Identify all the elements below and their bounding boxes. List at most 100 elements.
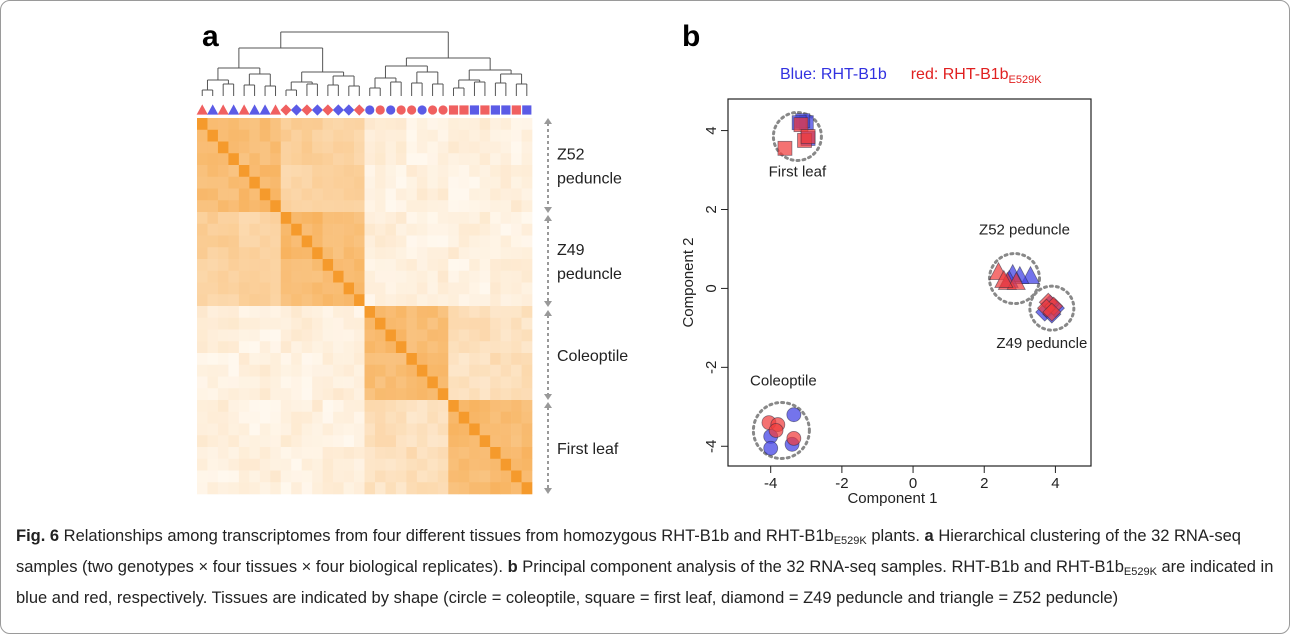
heatmap-cell [312,400,323,413]
heatmap-cell [270,400,282,413]
heatmap-cell [437,353,449,366]
heatmap-cell [333,212,344,225]
heatmap-cell [312,259,323,272]
heatmap-cell [322,141,334,154]
heatmap-cell [511,129,522,142]
heatmap-cell [479,282,491,295]
heatmap-cell [385,141,397,154]
heatmap-cell [291,188,302,201]
heatmap-cell [354,118,365,131]
heatmap-cell [490,435,501,448]
tip-triangle [228,104,240,115]
heatmap-cell [500,306,512,319]
group-label: peduncle [557,266,622,283]
heatmap-cell [479,153,491,166]
heatmap-cell [207,400,219,413]
heatmap-cell [343,270,355,283]
caption-text-3: Hierarchical clustering of the 32 RNA-se… [16,527,1241,576]
heatmap-cell [374,282,386,295]
heatmap-cell [374,482,386,495]
heatmap-cell [374,294,386,307]
heatmap-cell [197,411,208,424]
heatmap-cell [395,165,407,178]
heatmap-cell [437,153,449,166]
heatmap-cell [197,118,208,131]
heatmap-cell [521,482,533,495]
heatmap-cell [500,153,512,166]
heatmap-cell [301,317,313,330]
heatmap-cell [249,306,261,319]
heatmap-cell [458,270,470,283]
heatmap-cell [280,317,292,330]
heatmap-cell [364,423,376,436]
heatmap-cell [333,176,344,189]
heatmap-cell [354,435,365,448]
heatmap-cell [343,482,355,495]
heatmap-cell [301,141,313,154]
heatmap-cell [322,458,334,471]
tip-square [480,105,490,115]
heatmap-cell [395,341,407,354]
heatmap-cell [490,235,501,248]
heatmap-cell [406,176,418,189]
heatmap-cell [238,423,250,436]
heatmap-cell [228,235,240,248]
heatmap-cell [416,141,428,154]
heatmap-cell [479,176,491,189]
heatmap-cell [521,341,533,354]
heatmap-cell [228,423,240,436]
heatmap-cell [343,306,355,319]
heatmap-cell [238,200,250,213]
heatmap-cell [238,282,250,295]
heatmap-cell [521,388,533,401]
heatmap-cell [511,176,522,189]
heatmap-cell [301,294,313,307]
heatmap-cell [427,129,439,142]
heatmap-cell [301,153,313,166]
caption-subscript-1: E529K [833,535,867,547]
heatmap-cell [406,118,418,131]
point-square [800,129,816,144]
heatmap-cell [500,458,512,471]
heatmap-cell [490,270,501,283]
heatmap-cell [291,176,302,189]
heatmap-cell [416,482,428,495]
heatmap-cell [448,141,460,154]
heatmap-cell [416,294,428,307]
heatmap-cell [291,141,302,154]
heatmap-cell [479,223,491,236]
heatmap-cell [301,411,313,424]
heatmap-cell [490,388,501,401]
heatmap-cell [322,212,334,225]
heatmap-cell [322,353,334,366]
heatmap-cell [479,435,491,448]
heatmap-cell [448,458,460,471]
heatmap-cell [374,400,386,413]
heatmap-cell [385,176,397,189]
heatmap-cell [406,364,418,377]
heatmap-cell [511,317,522,330]
heatmap-cell [364,212,376,225]
heatmap-cell [406,470,418,483]
heatmap-cell [333,153,344,166]
heatmap-cell [354,329,365,342]
heatmap-cell [416,270,428,283]
heatmap-cell [479,388,491,401]
heatmap-cell [521,259,533,272]
point-square [777,140,793,156]
heatmap-cell [197,294,208,307]
heatmap-cell [322,364,334,377]
heatmap-cell [458,423,470,436]
heatmap-cell [197,188,208,201]
y-tick-label: -2 [703,361,720,374]
heatmap-cell [437,400,449,413]
heatmap-cell [197,176,208,189]
heatmap-cell [500,282,512,295]
heatmap-cell [511,153,522,166]
heatmap-cell [364,482,376,495]
heatmap-cell [458,247,470,260]
heatmap-cell [238,235,250,248]
heatmap-cell [270,470,282,483]
heatmap-cell [458,317,470,330]
heatmap-cell [479,423,491,436]
